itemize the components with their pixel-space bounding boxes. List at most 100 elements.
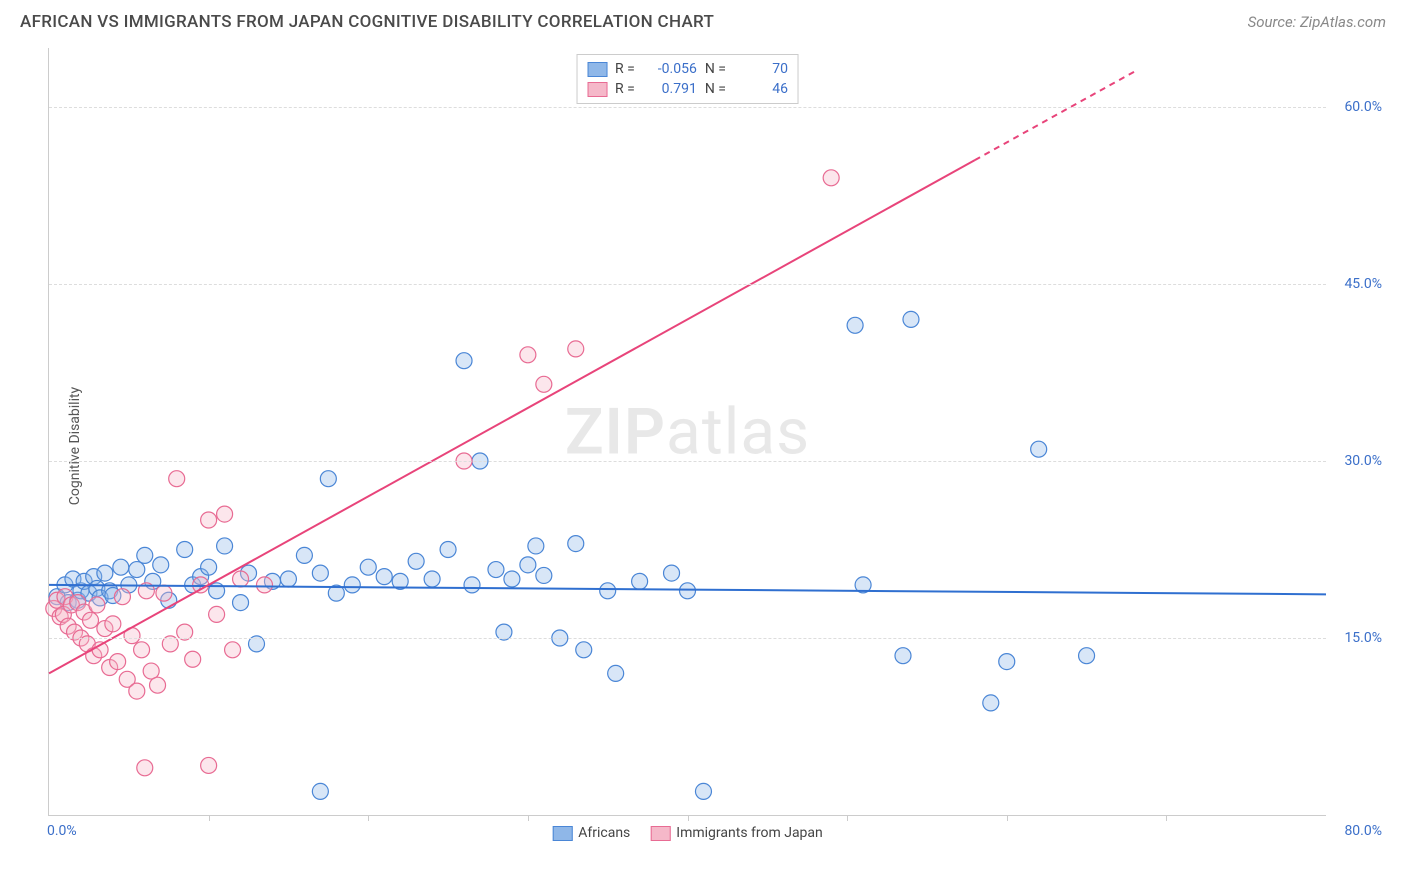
data-point: [83, 612, 99, 628]
data-point: [680, 583, 696, 599]
data-point: [1031, 441, 1047, 457]
data-point: [156, 585, 172, 601]
data-point: [312, 565, 328, 581]
legend-row-japan: R = 0.791 N = 46: [587, 79, 788, 99]
x-tick: [847, 815, 848, 821]
data-point: [89, 597, 105, 613]
r-label: R =: [615, 81, 635, 97]
data-point: [983, 695, 999, 711]
data-point: [664, 565, 680, 581]
chart-source: Source: ZipAtlas.com: [1248, 13, 1386, 31]
swatch-japan-bottom: [650, 826, 670, 841]
data-point: [280, 571, 296, 587]
data-point: [97, 565, 113, 581]
data-point: [137, 547, 153, 563]
data-point: [256, 577, 272, 593]
data-point: [464, 577, 480, 593]
data-point: [488, 562, 504, 578]
data-point: [536, 567, 552, 583]
x-tick-label: 0.0%: [47, 823, 77, 839]
data-point: [129, 683, 145, 699]
data-point: [504, 571, 520, 587]
data-point: [193, 577, 209, 593]
chart-header: AFRICAN VS IMMIGRANTS FROM JAPAN COGNITI…: [0, 0, 1406, 40]
data-point: [150, 677, 166, 693]
y-tick-label: 30.0%: [1344, 453, 1382, 469]
data-point: [903, 311, 919, 327]
data-point: [185, 651, 201, 667]
data-point: [568, 536, 584, 552]
y-tick-label: 60.0%: [1344, 99, 1382, 115]
data-point: [209, 606, 225, 622]
data-point: [576, 642, 592, 658]
data-point: [528, 538, 544, 554]
data-point: [568, 341, 584, 357]
n-value-japan: 46: [738, 81, 788, 97]
data-point: [153, 557, 169, 573]
trend-line: [49, 160, 975, 673]
gridline: [49, 638, 1326, 639]
data-point: [105, 616, 121, 632]
swatch-japan: [587, 82, 607, 97]
y-tick-label: 15.0%: [1344, 630, 1382, 646]
data-point: [312, 783, 328, 799]
data-point: [169, 471, 185, 487]
data-point: [999, 654, 1015, 670]
data-point: [233, 571, 249, 587]
data-point: [134, 642, 150, 658]
trend-line-dashed: [975, 72, 1135, 161]
data-point: [320, 471, 336, 487]
gridline: [49, 284, 1326, 285]
legend-item-africans: Africans: [552, 825, 630, 841]
data-point: [360, 559, 376, 575]
data-point: [520, 347, 536, 363]
n-label: N =: [705, 61, 726, 77]
gridline: [49, 461, 1326, 462]
data-point: [129, 562, 145, 578]
data-point: [895, 648, 911, 664]
data-point: [201, 559, 217, 575]
data-point: [225, 642, 241, 658]
x-tick: [1166, 815, 1167, 821]
x-tick: [209, 815, 210, 821]
plot-area: ZIPatlas R = -0.056 N = 70 R = 0.791 N =…: [48, 48, 1326, 816]
x-tick: [528, 815, 529, 821]
swatch-africans-bottom: [552, 826, 572, 841]
data-point: [137, 760, 153, 776]
x-tick: [688, 815, 689, 821]
data-point: [1079, 648, 1095, 664]
x-tick: [368, 815, 369, 821]
x-tick-label: 80.0%: [1344, 823, 1382, 839]
r-value-africans: -0.056: [647, 61, 697, 77]
data-point: [233, 595, 249, 611]
x-tick: [1007, 815, 1008, 821]
data-point: [201, 512, 217, 528]
y-tick-label: 45.0%: [1344, 276, 1382, 292]
chart-title: AFRICAN VS IMMIGRANTS FROM JAPAN COGNITI…: [20, 12, 714, 32]
data-point: [520, 557, 536, 573]
data-point: [110, 654, 126, 670]
n-value-africans: 70: [738, 61, 788, 77]
data-point: [376, 569, 392, 585]
data-point: [632, 573, 648, 589]
swatch-africans: [587, 62, 607, 77]
r-value-japan: 0.791: [647, 81, 697, 97]
data-point: [600, 583, 616, 599]
data-point: [608, 665, 624, 681]
r-label: R =: [615, 61, 635, 77]
data-point: [440, 542, 456, 558]
data-point: [695, 783, 711, 799]
data-point: [823, 170, 839, 186]
data-point: [536, 376, 552, 392]
legend-label-africans: Africans: [578, 825, 630, 841]
chart-container: Cognitive Disability ZIPatlas R = -0.056…: [48, 48, 1386, 844]
data-point: [201, 757, 217, 773]
data-point: [177, 542, 193, 558]
data-point: [424, 571, 440, 587]
legend-item-japan: Immigrants from Japan: [650, 825, 822, 841]
data-point: [344, 577, 360, 593]
data-point: [408, 553, 424, 569]
data-point: [217, 506, 233, 522]
data-point: [296, 547, 312, 563]
series-legend: Africans Immigrants from Japan: [552, 825, 823, 841]
